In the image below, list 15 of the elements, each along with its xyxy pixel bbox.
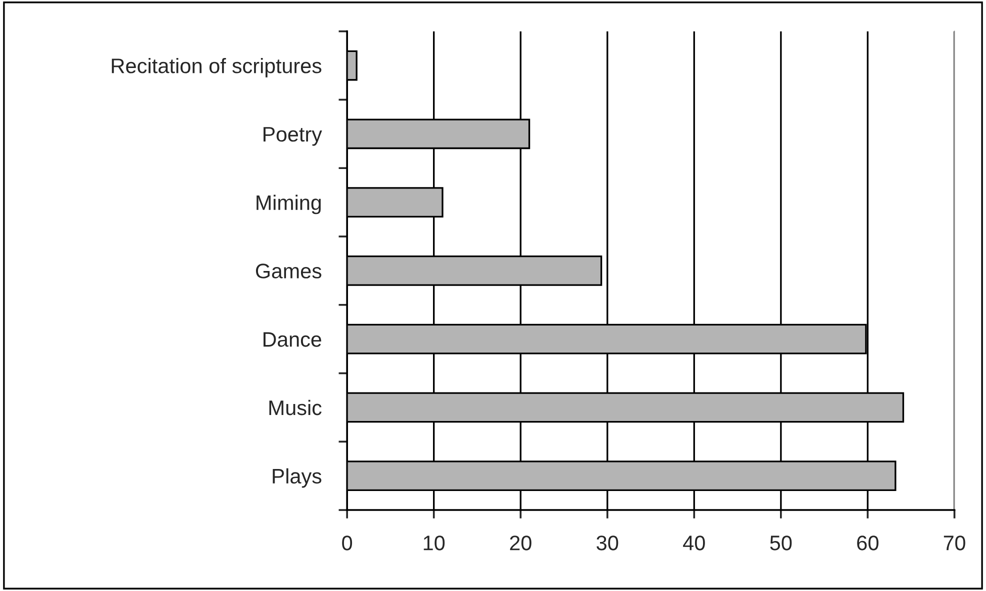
- y-tick-label: Music: [269, 400, 322, 416]
- y-tick-label: Recitation of scriptures: [112, 58, 322, 78]
- x-tick-label: 60: [857, 536, 878, 550]
- x-tick-label: 70: [944, 536, 966, 550]
- y-tick-label: Miming: [256, 194, 321, 214]
- x-tick-label: 20: [510, 536, 532, 550]
- x-tick-label: 30: [596, 536, 618, 550]
- y-tick-label: Poetry: [264, 127, 322, 146]
- y-tick-label: Games: [256, 264, 322, 278]
- x-tick-label: 50: [770, 536, 792, 550]
- y-tick-label: Plays: [272, 468, 322, 488]
- y-tick-label: Dance: [264, 332, 322, 347]
- x-tick-label: 0: [342, 536, 352, 550]
- x-tick-label: 10: [424, 536, 445, 550]
- x-tick-label: 40: [683, 536, 705, 550]
